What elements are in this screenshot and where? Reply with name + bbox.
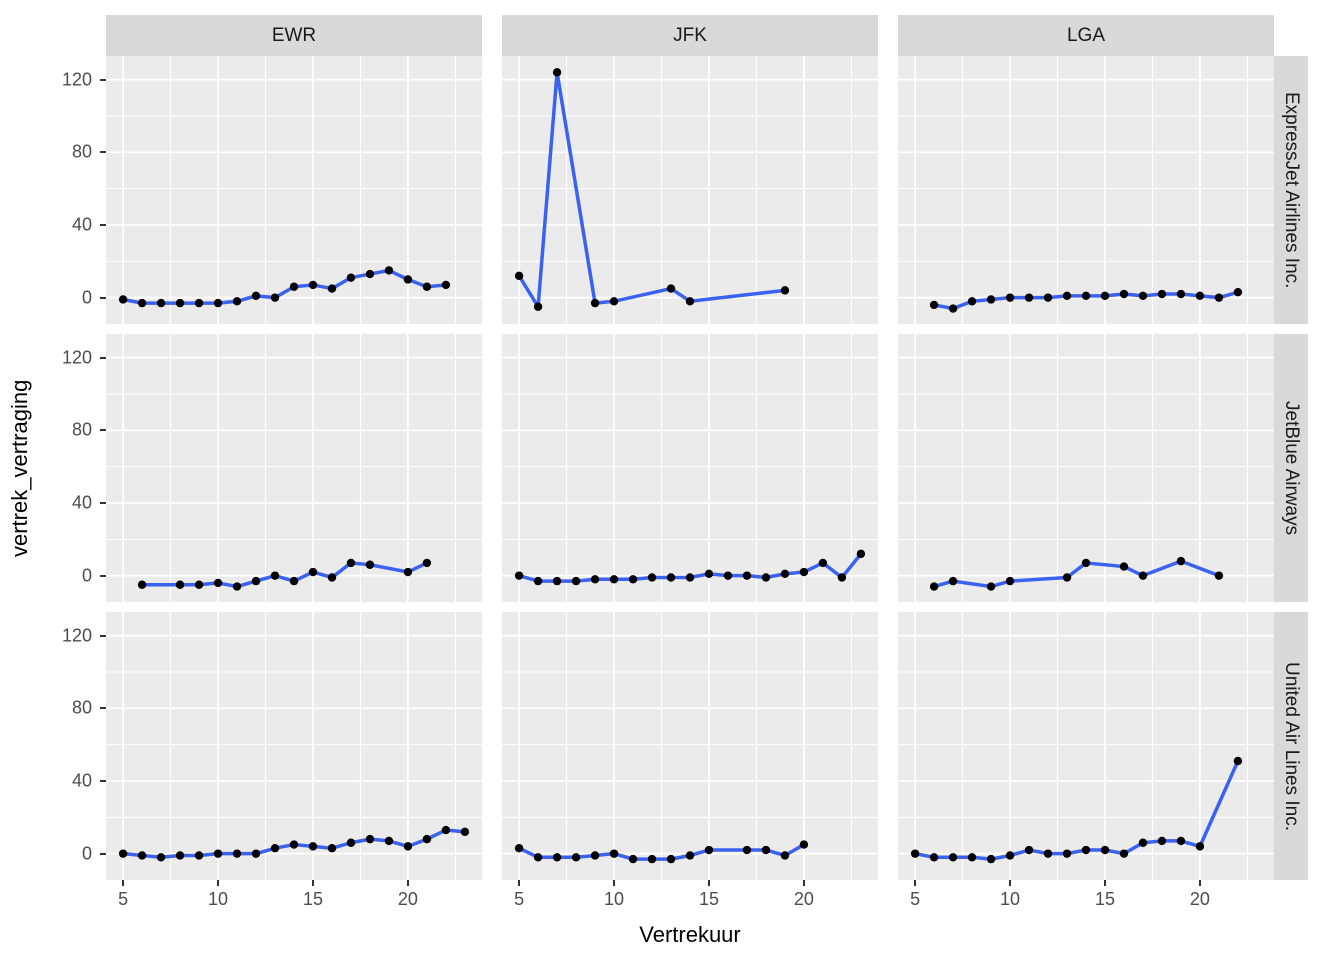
- x-tick-mark: [1198, 880, 1201, 886]
- y-tick-label: 80: [71, 141, 92, 162]
- facet-column-label: JFK: [673, 24, 707, 46]
- y-tick-label: 40: [71, 214, 92, 235]
- facet-row-label: JetBlue Airways: [1281, 400, 1302, 536]
- panel-jfk-united: [502, 612, 878, 880]
- x-tick-mark: [122, 880, 125, 886]
- facet-row-label: ExpressJet Airlines Inc.: [1281, 91, 1302, 289]
- facet-column-strip-lga: LGA: [898, 15, 1274, 56]
- y-tick-mark: [100, 779, 106, 782]
- y-tick-mark: [100, 634, 106, 637]
- x-tick-mark: [1009, 880, 1012, 886]
- x-tick-label: 15: [698, 889, 719, 909]
- y-tick-label: 0: [81, 565, 92, 586]
- panel-lga-united: [898, 612, 1274, 880]
- y-tick-mark: [100, 429, 106, 432]
- y-axis-ticks-row1: 0 40 80 120: [40, 56, 106, 324]
- x-axis-ticks-lga: 5 10 15 20: [898, 880, 1274, 912]
- x-tick-mark: [914, 880, 917, 886]
- y-tick-label: 40: [71, 770, 92, 791]
- y-tick-label: 0: [81, 287, 92, 308]
- x-tick-label: 20: [1189, 889, 1210, 909]
- y-tick-label: 80: [71, 697, 92, 718]
- facet-row-strip-expressjet: ExpressJet Airlines Inc.: [1274, 56, 1308, 324]
- y-tick-label: 120: [61, 347, 92, 368]
- x-tick-mark: [311, 880, 314, 886]
- y-tick-mark: [100, 356, 106, 359]
- facet-column-label: EWR: [271, 24, 317, 46]
- y-tick-mark: [100, 151, 106, 154]
- y-axis-ticks-row3: 0 40 80 120: [40, 612, 106, 880]
- x-tick-mark: [613, 880, 616, 886]
- facet-column-label: LGA: [1066, 24, 1106, 46]
- x-tick-label: 20: [397, 889, 418, 909]
- panel-jfk-jetblue: [502, 334, 878, 602]
- y-tick-mark: [100, 852, 106, 855]
- y-tick-label: 0: [81, 843, 92, 864]
- facet-row-strip-united: United Air Lines Inc.: [1274, 612, 1308, 880]
- y-axis-ticks-row2: 0 40 80 120: [40, 334, 106, 602]
- x-tick-mark: [1103, 880, 1106, 886]
- x-tick-label: 15: [302, 889, 323, 909]
- y-tick-mark: [100, 78, 106, 81]
- facet-row-label: United Air Lines Inc.: [1281, 661, 1302, 831]
- y-tick-label: 120: [61, 69, 92, 90]
- x-tick-mark: [802, 880, 805, 886]
- x-tick-label: 5: [910, 889, 921, 909]
- x-tick-mark: [518, 880, 521, 886]
- panel-jfk-expressjet: [502, 56, 878, 324]
- y-tick-label: 120: [61, 625, 92, 646]
- panel-ewr-jetblue: [106, 334, 482, 602]
- x-tick-label: 10: [604, 889, 625, 909]
- facet-column-strip-ewr: EWR: [106, 15, 482, 56]
- y-tick-mark: [100, 223, 106, 226]
- x-tick-mark: [707, 880, 710, 886]
- x-axis-title: Vertrekuur: [639, 922, 741, 947]
- y-axis-title: vertrek_vertraging: [7, 379, 32, 557]
- x-tick-label: 10: [1000, 889, 1021, 909]
- y-tick-mark: [100, 574, 106, 577]
- y-tick-label: 80: [71, 419, 92, 440]
- panel-ewr-expressjet: [106, 56, 482, 324]
- facet-column-strip-jfk: JFK: [502, 15, 878, 56]
- y-tick-mark: [100, 501, 106, 504]
- x-axis-ticks-ewr: 5 10 15 20: [106, 880, 482, 912]
- x-tick-label: 10: [208, 889, 229, 909]
- x-tick-label: 15: [1094, 889, 1115, 909]
- x-tick-label: 5: [118, 889, 129, 909]
- y-tick-mark: [100, 296, 106, 299]
- y-tick-label: 40: [71, 492, 92, 513]
- panel-lga-jetblue: [898, 334, 1274, 602]
- x-tick-mark: [217, 880, 220, 886]
- panel-lga-expressjet: [898, 56, 1274, 324]
- x-axis-ticks-jfk: 5 10 15 20: [502, 880, 878, 912]
- x-tick-mark: [406, 880, 409, 886]
- facet-row-strip-jetblue: JetBlue Airways: [1274, 334, 1308, 602]
- x-tick-label: 20: [793, 889, 814, 909]
- x-tick-label: 5: [514, 889, 525, 909]
- panel-ewr-united: [106, 612, 482, 880]
- y-tick-mark: [100, 707, 106, 710]
